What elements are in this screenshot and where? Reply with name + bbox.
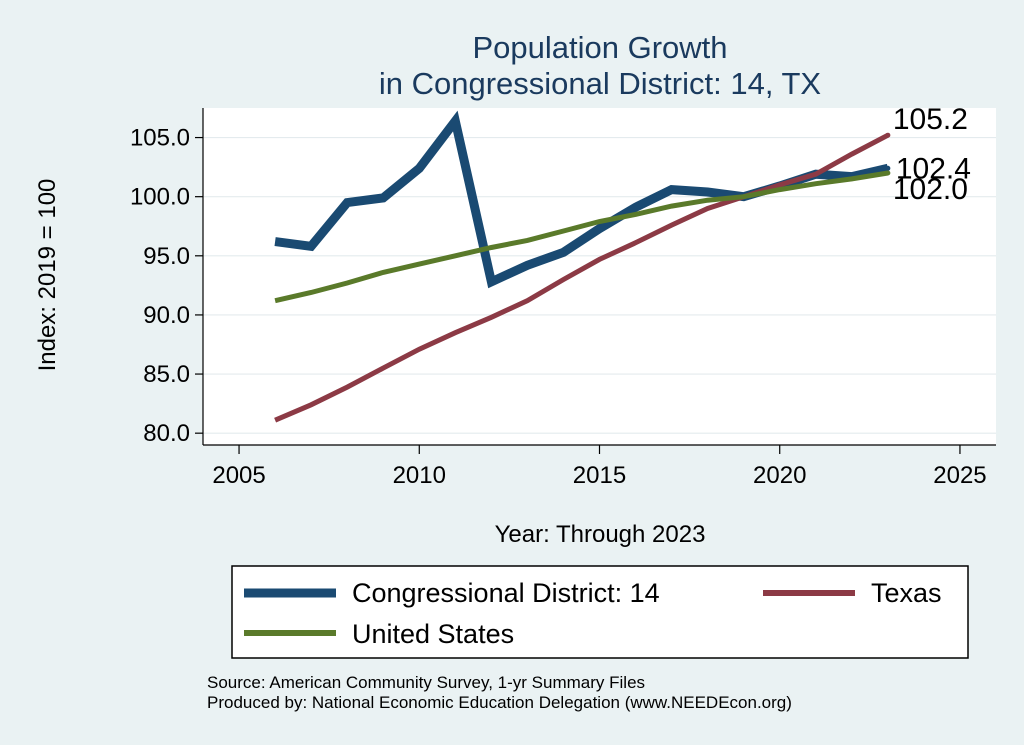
x-tick-label: 2005 (212, 462, 265, 489)
chart-title-line-1: Population Growth (472, 30, 727, 65)
plot-area (203, 108, 996, 445)
x-tick-label: 2025 (933, 462, 986, 489)
chart-title-line-2: in Congressional District: 14, TX (379, 66, 822, 101)
y-tick-label: 85.0 (143, 361, 190, 388)
legend-label-district: Congressional District: 14 (352, 578, 660, 608)
source-note: Source: American Community Survey, 1-yr … (207, 673, 645, 692)
legend-label-united-states: United States (352, 619, 514, 649)
series-line-texas (274, 132, 890, 423)
y-tick-label: 80.0 (143, 420, 190, 447)
grid (203, 136, 996, 434)
y-tick-label: 95.0 (143, 243, 190, 270)
end-labels: 102.4 105.2 102.0 (893, 103, 971, 206)
x-tick-label: 2020 (753, 462, 806, 489)
end-label-texas: 105.2 (893, 103, 968, 136)
axes: 80.0 85.0 90.0 95.0 100.0 105.0 2005 2010 2015 20… (130, 108, 996, 489)
legend-label-texas: Texas (871, 578, 942, 608)
legend-box (231, 565, 969, 659)
end-label-district: 102.4 (896, 152, 971, 185)
series-group (274, 110, 891, 423)
y-axis-title: Index: 2019 = 100 (34, 179, 61, 372)
legend: Congressional District: 14 Texas United … (231, 565, 969, 659)
x-tick-label: 2010 (393, 462, 446, 489)
produced-by-note: Produced by: National Economic Education… (207, 693, 792, 712)
series-end-point (885, 165, 891, 171)
x-tick-label: 2015 (573, 462, 626, 489)
y-tick-label: 100.0 (130, 184, 190, 211)
series-end-point (885, 132, 891, 138)
series-end-point (885, 170, 891, 176)
y-tick-label: 90.0 (143, 302, 190, 329)
end-label-united-states: 102.0 (893, 173, 968, 206)
x-axis-title: Year: Through 2023 (495, 521, 706, 548)
y-tick-label: 105.0 (130, 125, 190, 152)
series-line-united-states (274, 170, 889, 304)
